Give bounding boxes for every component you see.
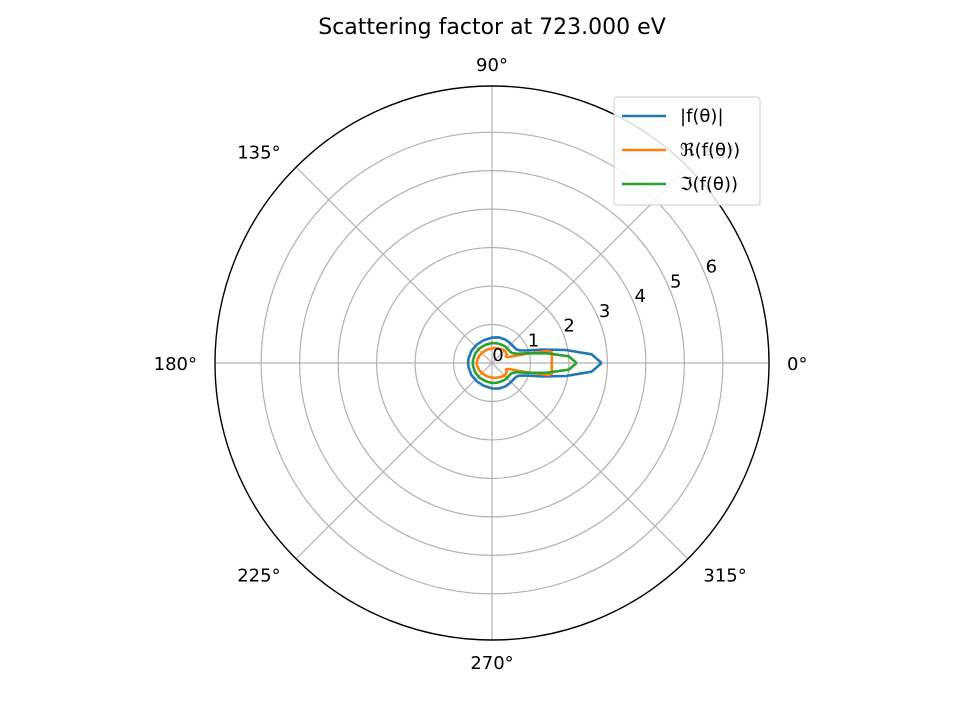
chart-title: Scattering factor at 723.000 eV — [318, 15, 666, 40]
series-line-1 — [475, 346, 554, 380]
legend-label-0: |f(θ)| — [680, 106, 724, 127]
legend-label-1: ℜ(f(θ)) — [680, 140, 740, 161]
legend-box — [613, 96, 761, 206]
series-layer — [466, 336, 603, 390]
theta-tick-label: 180° — [154, 354, 197, 375]
r-tick-label: 3 — [599, 301, 610, 322]
r-tick-label: 5 — [670, 271, 681, 292]
r-tick-label: 1 — [528, 330, 539, 351]
r-tick-label: 0 — [492, 345, 503, 366]
theta-tick-label: 0° — [787, 354, 807, 375]
series-line-2 — [471, 341, 578, 385]
theta-tick-label: 90° — [476, 55, 508, 76]
theta-tick-label: 135° — [237, 143, 280, 164]
grid-spoke — [295, 362, 493, 560]
theta-tick-label: 225° — [237, 565, 280, 586]
theta-tick-label: 315° — [703, 565, 746, 586]
polar-frame — [214, 85, 770, 641]
r-tick-label: 2 — [563, 316, 574, 337]
polar-grid — [214, 85, 770, 641]
legend: |f(θ)| ℜ(f(θ)) ℑ(f(θ)) — [613, 96, 761, 206]
series-line-0 — [466, 336, 603, 390]
grid-spoke — [295, 166, 493, 364]
legend-label-2: ℑ(f(θ)) — [680, 174, 738, 195]
r-tick-label: 4 — [634, 286, 645, 307]
r-tick-label: 6 — [706, 257, 717, 278]
grid-spoke — [491, 362, 689, 560]
theta-tick-label: 270° — [470, 653, 513, 674]
